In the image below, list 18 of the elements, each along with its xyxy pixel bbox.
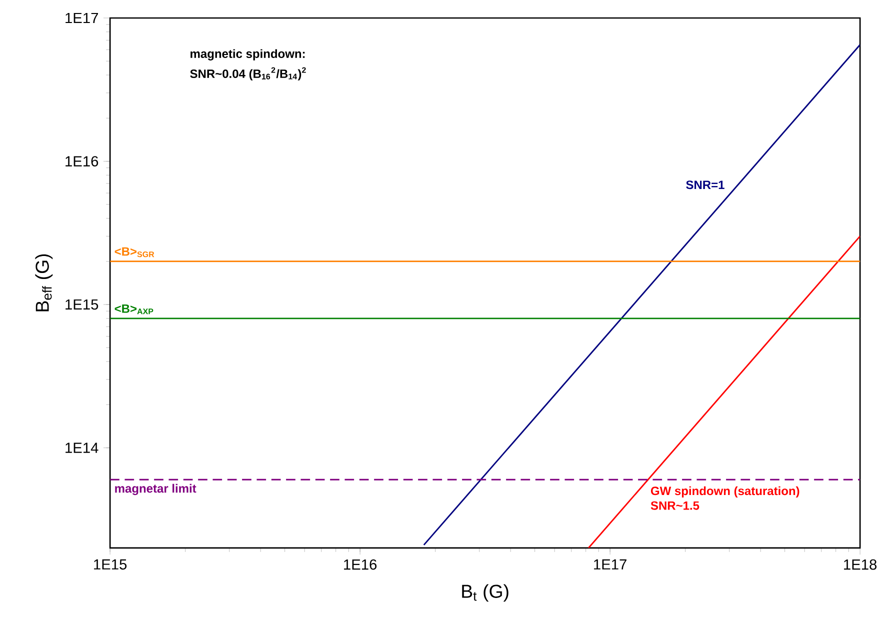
y-axis-title: B$_{eff}$ (G) — [35, 254, 53, 312]
y-tick-label: 1E15 — [66, 299, 98, 310]
y-tick-label: 1E16 — [66, 156, 98, 166]
ref-line-label: <B>$_{AXP}$ — [114, 304, 154, 314]
series-label: SNR=1 — [686, 180, 724, 190]
x-tick-label: 1E16 — [344, 559, 377, 570]
x-tick-label: 1E15 — [94, 559, 127, 570]
annotation: SNR~1.5 — [650, 501, 700, 510]
y-tick-label: 1E14 — [66, 442, 98, 453]
annotation: SNR~0.04 (B$_{16}$$^{2}$/B$_{14}$)$^{2}$ — [190, 67, 306, 80]
x-tick-label: 1E18 — [844, 559, 877, 570]
annotation: magnetic spindown: — [190, 49, 305, 60]
ref-line-label: <B>$_{SGR}$ — [114, 247, 154, 258]
x-tick-label: 1E17 — [594, 559, 626, 570]
y-tick-label: 1E17 — [66, 12, 98, 24]
x-axis-title: B$_{t}$ (G) — [462, 584, 508, 602]
ref-line-label: magnetar limit — [115, 484, 196, 496]
series-label: GW spindown (saturation) — [650, 486, 800, 498]
